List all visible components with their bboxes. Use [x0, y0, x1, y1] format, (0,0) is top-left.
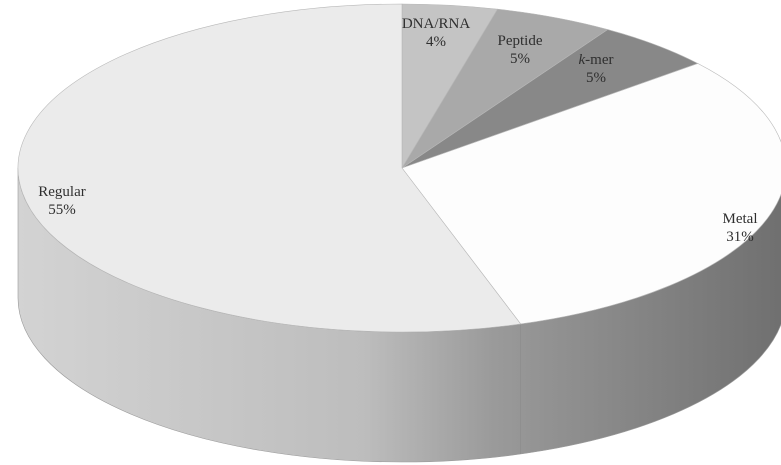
- pie-labels: DNA/RNA 4% Peptide 5% k-mer 5% Metal 31% Regular…: [38, 16, 757, 245]
- pie-label-name: Regular: [38, 184, 85, 200]
- pie-label-k-mer: k-mer 5%: [579, 52, 614, 86]
- pie-label-percent: 4%: [426, 34, 446, 50]
- pie-slice-metal: [401, 63, 781, 325]
- pie-label-metal: Metal 31%: [723, 211, 758, 245]
- pie-label-percent: 5%: [586, 70, 606, 86]
- pie-label-name: DNA/RNA: [402, 16, 471, 32]
- pie-label-regular: Regular 55%: [38, 184, 85, 218]
- pie-label-name: Metal: [723, 211, 758, 227]
- pie-label-dna-rna: DNA/RNA 4%: [402, 16, 471, 50]
- pie-label-peptide: Peptide 5%: [498, 33, 543, 67]
- pie-label-percent: 31%: [726, 229, 754, 245]
- pie-label-name: Peptide: [498, 33, 543, 49]
- pie-label-percent: 5%: [510, 51, 530, 67]
- pie-slice-regular: [17, 3, 522, 333]
- pie-top-slices: [17, 3, 781, 333]
- pie-label-name: k-mer: [579, 52, 614, 68]
- pie-label-percent: 55%: [48, 202, 76, 218]
